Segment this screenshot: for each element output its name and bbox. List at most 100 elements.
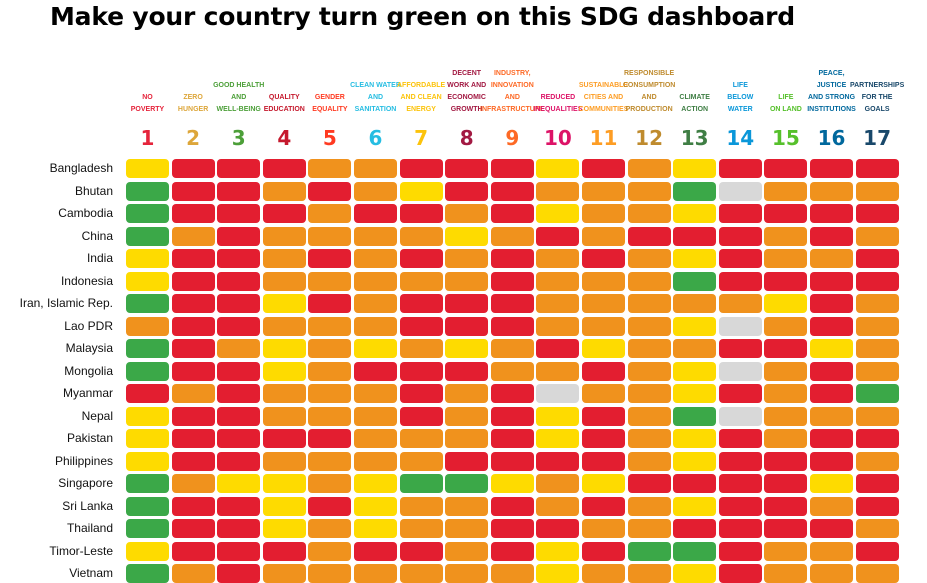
rating-cell (217, 271, 261, 291)
country-label: China (81, 228, 113, 243)
rating-cell (354, 159, 397, 178)
rating-cell (764, 226, 808, 246)
rating-cell (399, 384, 443, 403)
rating-cell (399, 474, 443, 493)
rating-cell (308, 181, 352, 201)
rating-cell (354, 361, 397, 381)
rating-cell (718, 316, 762, 336)
rating-cell (627, 384, 671, 403)
rating-cell (810, 271, 853, 291)
goal-7-number: 7 (414, 126, 429, 150)
rating-cell (582, 406, 625, 426)
rating-cell (673, 406, 717, 426)
rating-cell (855, 519, 899, 538)
rating-cell (673, 316, 717, 336)
rating-cell (536, 451, 580, 471)
rating-cell (855, 226, 899, 246)
rating-cell (354, 496, 397, 516)
goal-14-label: LIFE BELOW WATER (727, 82, 754, 113)
rating-cell (445, 474, 489, 493)
rating-cell (126, 496, 169, 516)
rating-cell (399, 181, 443, 201)
rating-cell (810, 496, 853, 516)
rating-cell (536, 406, 580, 426)
rating-cell (399, 226, 443, 246)
rating-cell (764, 181, 808, 201)
rating-cell (627, 406, 671, 426)
rating-cell (810, 564, 853, 583)
rating-cell (627, 204, 671, 223)
rating-cell (582, 181, 625, 201)
country-label: Timor-Leste (49, 543, 113, 558)
rating-cell (810, 181, 853, 201)
rating-cell (126, 429, 169, 448)
rating-cell (673, 429, 717, 448)
rating-cell (490, 361, 534, 381)
rating-cell (490, 564, 534, 583)
rating-cell (445, 519, 489, 538)
rating-cell (399, 271, 443, 291)
rating-cell (445, 406, 489, 426)
rating-cell (810, 159, 853, 178)
goal-1-label: NO POVERTY (130, 94, 165, 113)
goal-17-label: PARTNERSHIPS FOR THE GOALS (849, 82, 905, 113)
rating-cell (810, 316, 853, 336)
rating-cell (764, 384, 808, 403)
goal-10-number: 10 (543, 126, 572, 150)
rating-cell (217, 159, 261, 178)
rating-cell (171, 249, 215, 268)
rating-cell (126, 406, 169, 426)
rating-cell (217, 294, 261, 313)
rating-cell (855, 384, 899, 403)
rating-cell (855, 159, 899, 178)
rating-cell (354, 249, 397, 268)
rating-cell (217, 384, 261, 403)
rating-cell (764, 496, 808, 516)
rating-cell (718, 226, 762, 246)
rating-cell (262, 316, 306, 336)
rating-cell (445, 204, 489, 223)
rating-cell (536, 564, 580, 583)
rating-cell (718, 564, 762, 583)
rating-cell (308, 316, 352, 336)
rating-cell (764, 294, 808, 313)
rating-cell (490, 474, 534, 493)
rating-cell (536, 384, 580, 403)
goal-10-label: REDUCED INEQUALITIES (533, 94, 583, 113)
rating-cell (764, 361, 808, 381)
rating-cell (536, 294, 580, 313)
rating-cell (673, 204, 717, 223)
rating-cell (399, 204, 443, 223)
rating-cell (171, 429, 215, 448)
rating-cell (627, 271, 671, 291)
rating-cell (308, 496, 352, 516)
rating-cell (217, 406, 261, 426)
goal-15-label: LIFE ON LAND (769, 94, 802, 113)
rating-cell (764, 316, 808, 336)
rating-cell (810, 339, 853, 358)
rating-cell (718, 204, 762, 223)
rating-cell (536, 249, 580, 268)
rating-cell (718, 181, 762, 201)
rating-cell (627, 519, 671, 538)
rating-cell (673, 541, 717, 561)
rating-cell (627, 294, 671, 313)
rating-cell (855, 181, 899, 201)
country-label: Nepal (81, 408, 113, 423)
rating-cell (308, 406, 352, 426)
rating-cell (582, 271, 625, 291)
rating-cell (217, 519, 261, 538)
rating-cell (490, 406, 534, 426)
rating-cell (126, 159, 169, 178)
rating-cell (262, 204, 306, 223)
rating-cell (490, 339, 534, 358)
rating-cell (718, 249, 762, 268)
rating-cell (764, 271, 808, 291)
rating-cell (855, 406, 899, 426)
rating-cell (490, 294, 534, 313)
rating-cell (354, 451, 397, 471)
country-label: Bhutan (74, 183, 113, 198)
rating-cell (217, 429, 261, 448)
rating-cell (490, 519, 534, 538)
rating-cell (718, 541, 762, 561)
